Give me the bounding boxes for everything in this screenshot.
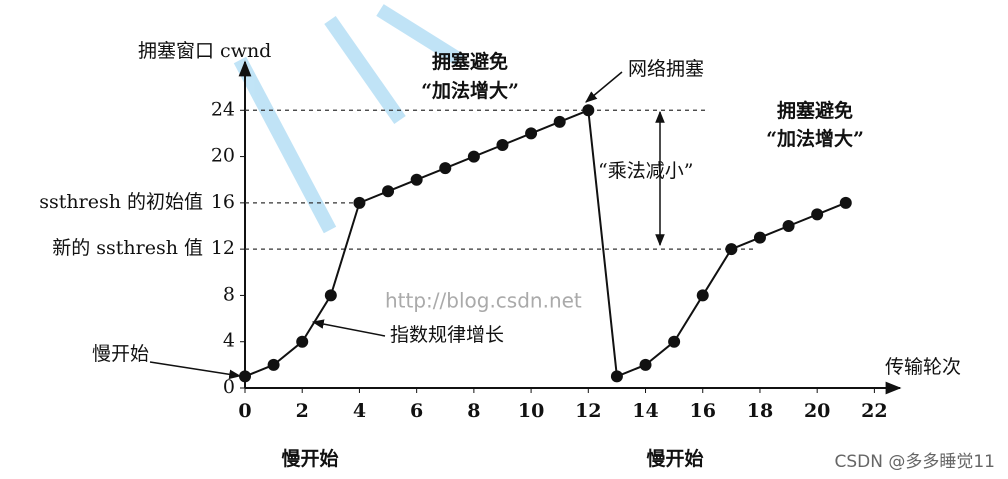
- x-tick-label: 20: [804, 400, 830, 422]
- data-point: [353, 196, 366, 209]
- watermark: CSDN @多多睡觉11: [834, 452, 995, 472]
- x-tick-label: 22: [861, 400, 887, 422]
- x-tick-label: 2: [296, 400, 309, 422]
- data-point: [839, 196, 852, 209]
- annotation: 指数规律增长: [390, 324, 504, 346]
- data-point: [382, 185, 395, 198]
- y-tick-note: 新的 ssthresh 值: [52, 237, 203, 259]
- annotation: 慢开始: [281, 447, 338, 470]
- annotation: 拥塞避免: [432, 50, 508, 73]
- x-tick-label: 0: [238, 400, 251, 422]
- y-tick-label: 16: [211, 191, 235, 213]
- data-point: [239, 370, 251, 383]
- y-tick-label: 24: [211, 98, 235, 120]
- annotation: “乘法减小”: [598, 160, 693, 182]
- y-tick-label: 20: [211, 145, 235, 167]
- data-point: [811, 208, 824, 221]
- x-tick-label: 10: [518, 400, 544, 422]
- y-tick-label: 8: [223, 283, 235, 305]
- data-point: [553, 115, 566, 128]
- x-tick-label: 14: [632, 400, 658, 422]
- y-tick-label: 0: [223, 376, 235, 398]
- x-tick-label: 12: [575, 400, 601, 422]
- y-tick-note: ssthresh 的初始值: [39, 191, 203, 213]
- data-point: [782, 220, 795, 232]
- data-point: [725, 243, 738, 256]
- data-point: [467, 150, 480, 163]
- annotation: “加法增大”: [421, 79, 519, 102]
- x-tick-label: 8: [467, 400, 480, 422]
- annotation: 拥塞避免: [777, 99, 853, 122]
- data-point: [496, 139, 509, 151]
- y-tick-label: 12: [211, 237, 235, 259]
- y-axis-label: 拥塞窗口 cwnd: [138, 40, 271, 62]
- data-point: [525, 127, 538, 140]
- watermark: http://blog.csdn.net: [385, 289, 582, 313]
- x-tick-label: 18: [747, 400, 773, 422]
- series-line: [244, 108, 847, 378]
- x-axis-label: 传输轮次: [885, 356, 961, 378]
- data-point: [439, 162, 452, 175]
- y-tick-label: 4: [223, 330, 235, 352]
- data-point: [696, 289, 709, 302]
- annotation-arrow: [585, 71, 623, 103]
- data-point: [296, 335, 309, 348]
- annotation: 慢开始: [92, 343, 149, 365]
- x-tick-label: 6: [410, 400, 423, 422]
- data-point: [267, 358, 280, 371]
- data-point: [668, 335, 681, 348]
- data-point: [324, 289, 337, 302]
- data-point: [610, 370, 623, 383]
- annotation-arrow: [311, 319, 386, 337]
- x-tick-label: 16: [690, 400, 716, 422]
- x-tick-label: 4: [353, 400, 366, 422]
- annotation: 慢开始: [646, 447, 703, 470]
- annotation-arrow: [149, 361, 242, 380]
- annotation: 网络拥塞: [628, 58, 704, 80]
- data-point: [753, 231, 766, 244]
- watermark-shape: [233, 4, 464, 234]
- data-point: [639, 358, 652, 371]
- annotation: “加法增大”: [766, 127, 864, 150]
- data-point: [410, 173, 423, 186]
- data-point: [582, 104, 595, 117]
